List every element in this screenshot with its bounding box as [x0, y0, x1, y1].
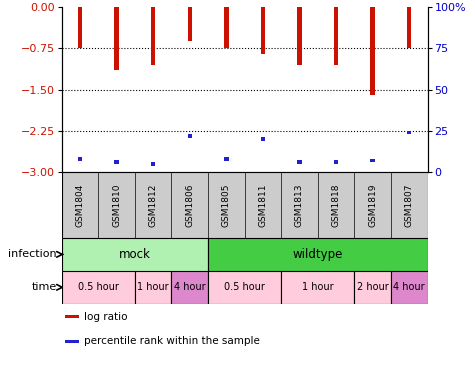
Text: GSM1811: GSM1811	[258, 183, 267, 227]
Text: 1 hour: 1 hour	[302, 282, 333, 292]
Bar	[78, 7, 82, 49]
Bar	[281, 271, 354, 304]
Bar	[334, 7, 338, 65]
Bar	[261, 7, 265, 54]
Text: GSM1810: GSM1810	[112, 183, 121, 227]
Bar	[66, 340, 78, 343]
Bar	[114, 7, 119, 70]
Text: log ratio: log ratio	[84, 312, 127, 322]
Bar	[62, 271, 135, 304]
Bar	[297, 160, 302, 164]
Bar	[78, 157, 82, 161]
Text: GSM1804: GSM1804	[76, 183, 85, 227]
Text: time: time	[32, 282, 57, 292]
Bar	[297, 7, 302, 65]
Text: GSM1807: GSM1807	[405, 183, 414, 227]
Bar	[114, 160, 119, 164]
Text: 4 hour: 4 hour	[393, 282, 425, 292]
Text: wildtype: wildtype	[293, 248, 343, 261]
Text: 4 hour: 4 hour	[174, 282, 206, 292]
Bar	[407, 131, 411, 134]
Text: GSM1819: GSM1819	[368, 183, 377, 227]
Text: GSM1813: GSM1813	[295, 183, 304, 227]
Text: infection: infection	[9, 249, 57, 259]
Bar	[224, 157, 228, 161]
Bar	[224, 7, 228, 49]
Text: 0.5 hour: 0.5 hour	[78, 282, 119, 292]
Bar	[334, 160, 338, 164]
Text: 0.5 hour: 0.5 hour	[224, 282, 265, 292]
Bar	[151, 7, 155, 65]
Bar	[407, 7, 411, 49]
Bar	[62, 238, 208, 271]
Text: GSM1805: GSM1805	[222, 183, 231, 227]
Bar	[261, 137, 265, 141]
Bar	[151, 162, 155, 166]
Text: GSM1806: GSM1806	[185, 183, 194, 227]
Bar	[370, 158, 375, 163]
Text: mock: mock	[119, 248, 151, 261]
Bar	[188, 7, 192, 41]
Bar	[370, 7, 375, 95]
Bar	[354, 271, 391, 304]
Bar	[391, 271, 428, 304]
Bar	[188, 134, 192, 138]
Bar	[208, 271, 281, 304]
Bar	[171, 271, 208, 304]
Bar	[208, 238, 428, 271]
Text: GSM1812: GSM1812	[149, 183, 158, 227]
Text: 2 hour: 2 hour	[357, 282, 389, 292]
Bar	[66, 315, 78, 318]
Bar	[135, 271, 171, 304]
Text: GSM1818: GSM1818	[332, 183, 341, 227]
Text: 1 hour: 1 hour	[137, 282, 169, 292]
Text: percentile rank within the sample: percentile rank within the sample	[84, 336, 259, 346]
